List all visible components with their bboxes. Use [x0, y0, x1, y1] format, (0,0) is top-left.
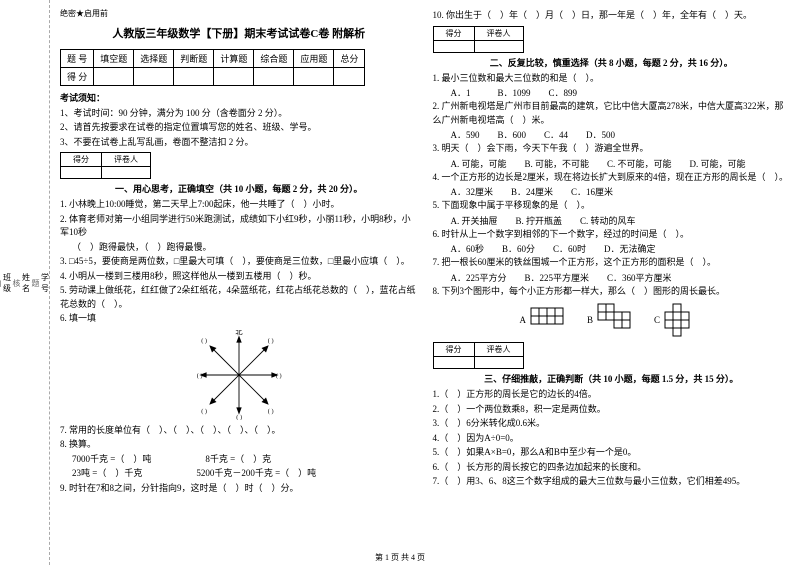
s1q8a: 7000千克 =（ ）吨 8千克 =（ ）克 — [60, 453, 418, 467]
s1q8: 8. 换算。 — [60, 438, 418, 452]
svg-text:( ): ( ) — [201, 407, 207, 414]
sb1-c1: 得分 — [61, 153, 102, 167]
row2-label: 得 分 — [61, 68, 94, 86]
score-table: 题 号 填空题 选择题 判断题 计算题 综合题 应用题 总分 得 分 — [60, 49, 365, 86]
sb1-c2: 评卷人 — [102, 153, 151, 167]
th-6: 应用题 — [294, 50, 334, 68]
s1q5: 5. 劳动课上做纸花，红红做了2朵红纸花，4朵蓝纸花，红花占纸花总数的（ ），蓝… — [60, 284, 418, 311]
scorer-box-1: 得分评卷人 — [60, 152, 151, 179]
s1q10: 10. 你出生于（ ）年（ ）月（ ）日，那一年是（ ）年，全年有（ ）天。 — [433, 9, 791, 23]
sb3-c2: 评卷人 — [474, 343, 523, 357]
svg-text:( ): ( ) — [276, 372, 282, 379]
s2q2: 2. 广州新电视塔是广州市目前最高的建筑，它比中信大厦高278米，中信大厦高32… — [433, 100, 791, 127]
side-field-xuehao: 学号 — [41, 272, 49, 294]
s3q1: 1.（ ）正方形的周长是它的边长的4倍。 — [433, 388, 791, 402]
sb2-c2: 评卷人 — [474, 26, 523, 40]
side-field-name: 姓名 — [22, 272, 30, 294]
notice-1: 1、考试时间：90 分钟，满分为 100 分（含卷面分 2 分）。 — [60, 107, 418, 121]
section1-questions: 1. 小林晚上10:00睡觉，第二天早上7:00起床，他一共睡了（ ）小时。 2… — [60, 198, 418, 326]
section1-title: 一、用心思考，正确填空（共 10 小题，每题 2 分，共 20 分）。 — [60, 182, 418, 195]
sb3-c1: 得分 — [433, 343, 474, 357]
side-mark-0: 题 — [30, 279, 41, 287]
compass-north-label: 北 — [235, 330, 242, 337]
notice-head: 考试须知： — [60, 92, 418, 106]
left-column: 绝密★启用前 人教版三年级数学【下册】期末考试试卷C卷 附解析 题 号 填空题 … — [60, 8, 418, 557]
th-5: 综合题 — [254, 50, 294, 68]
shape-b-icon — [596, 302, 644, 338]
shape-c-label: C — [654, 315, 660, 325]
exam-title: 人教版三年级数学【下册】期末考试试卷C卷 附解析 — [60, 25, 418, 41]
svg-text:( ): ( ) — [236, 414, 242, 420]
scorer-box-2: 得分评卷人 — [433, 26, 524, 53]
notice-3: 3、不要在试卷上乱写乱画，卷面不整洁扣 2 分。 — [60, 136, 418, 150]
secret-label: 绝密★启用前 — [60, 8, 418, 19]
s2q8: 8. 下列3个图形中，每个小正方形都一样大，那么（ ）图形的周长最长。 — [433, 285, 791, 299]
right-column: 10. 你出生于（ ）年（ ）月（ ）日，那一年是（ ）年，全年有（ ）天。 得… — [433, 8, 791, 557]
s3q6: 6.（ ）长方形的周长按它的四条边加起来的长度和。 — [433, 461, 791, 475]
notice-2: 2、请首先按要求在试卷的指定位置填写您的姓名、班级、学号。 — [60, 121, 418, 135]
section3-title: 三、仔细推敲，正确判断（共 10 小题，每题 1.5 分，共 15 分）。 — [433, 372, 791, 385]
shape-a-label: A — [519, 315, 526, 325]
svg-text:( ): ( ) — [268, 337, 274, 344]
s1q3: 3. □45÷5，要使商是两位数，□里最大可填（ ），要使商是三位数，□里最小应… — [60, 255, 418, 269]
shape-a-icon — [529, 306, 577, 334]
side-mark-2: 内 — [0, 279, 3, 287]
sb2-c1: 得分 — [433, 26, 474, 40]
page-footer: 第 1 页 共 4 页 — [375, 552, 425, 563]
s1q6: 6. 填一填 — [60, 312, 418, 326]
th-2: 选择题 — [134, 50, 174, 68]
s1q7: 7. 常用的长度单位有（ ）、（ ）、（ ）、（ ）、（ ）。 — [60, 424, 418, 438]
s3q5: 5.（ ）如果A×B=0，那么A和B中至少有一个是0。 — [433, 446, 791, 460]
section1-questions-2: 7. 常用的长度单位有（ ）、（ ）、（ ）、（ ）、（ ）。 8. 换算。 7… — [60, 424, 418, 496]
s2q4: 4. 一个正方形的边长是2厘米，现在将边长扩大到原来的4倍，现在正方形的周长是（… — [433, 171, 791, 185]
s2q1: 1. 最小三位数和最大三位数的和是（ ）。 — [433, 72, 791, 86]
s1q4: 4. 小明从一楼到三楼用8秒，照这样他从一楼到五楼用（ ）秒。 — [60, 270, 418, 284]
s1q2a: （ ）跑得最快，（ ）跑得最慢。 — [60, 241, 418, 255]
s1q2: 2. 体育老师对第一小组同学进行50米跑测试，成绩如下小红9秒，小丽11秒，小明… — [60, 213, 418, 240]
content-area: 绝密★启用前 人教版三年级数学【下册】期末考试试卷C卷 附解析 题 号 填空题 … — [50, 0, 800, 565]
s2q3: 3. 明天（ ）会下雨，今天下午我（ ）游遍全世界。 — [433, 142, 791, 156]
compass-diagram: 北 ( ) ( ) ( ) ( ) ( ) ( ) ( ) — [194, 330, 284, 420]
s2q7: 7. 把一根长60厘米的铁丝围城一个正方形，这个正方形的面积是（ ）。 — [433, 256, 791, 270]
svg-text:( ): ( ) — [268, 407, 274, 414]
scorer-box-3: 得分评卷人 — [433, 342, 524, 369]
s1q9: 9. 时针在7和8之间，分针指向9，这时是（ ）时（ ）分。 — [60, 482, 418, 496]
page: 学号 题 姓名 核 班级 内 学校 线 封 乡镇(街道) 密 绝密★启用前 人教… — [0, 0, 800, 565]
shape-b-label: B — [587, 315, 593, 325]
side-field-class: 班级 — [3, 272, 11, 294]
th-0: 题 号 — [61, 50, 94, 68]
s3q7: 7.（ ）用3、6、8这三个数字组成的最大三位数与最小三位数，它们相差495。 — [433, 475, 791, 489]
s2q5: 5. 下面现象中属于平移现象的是（ ）。 — [433, 199, 791, 213]
s2q6: 6. 时针从上一个数字到相邻的下一个数字，经过的时间是（ ）。 — [433, 228, 791, 242]
s3q4: 4.（ ）因为A÷0=0。 — [433, 432, 791, 446]
svg-text:( ): ( ) — [196, 372, 202, 379]
s1q8b: 23吨 =（ ）千克 5200千克－200千克 =（ ）吨 — [60, 467, 418, 481]
th-7: 总分 — [334, 50, 365, 68]
side-mark-1: 核 — [11, 279, 22, 287]
s3q2: 2.（ ）一个两位数乘8，积一定是两位数。 — [433, 403, 791, 417]
th-4: 计算题 — [214, 50, 254, 68]
shape-options: A B C — [433, 302, 791, 338]
svg-text:( ): ( ) — [201, 337, 207, 344]
th-1: 填空题 — [94, 50, 134, 68]
notice-block: 考试须知： 1、考试时间：90 分钟，满分为 100 分（含卷面分 2 分）。 … — [60, 92, 418, 149]
s1q1: 1. 小林晚上10:00睡觉，第二天早上7:00起床，他一共睡了（ ）小时。 — [60, 198, 418, 212]
s3q3: 3.（ ）6分米转化成0.6米。 — [433, 417, 791, 431]
shape-c-icon — [663, 302, 703, 338]
binding-sidebar: 学号 题 姓名 核 班级 内 学校 线 封 乡镇(街道) 密 — [0, 0, 50, 565]
th-3: 判断题 — [174, 50, 214, 68]
section3-questions: 1.（ ）正方形的周长是它的边长的4倍。 2.（ ）一个两位数乘8，积一定是两位… — [433, 388, 791, 489]
section2-questions: 1. 最小三位数和最大三位数的和是（ ）。 A．1 B．1099C．899 2.… — [433, 72, 791, 299]
section2-title: 二、反复比较，慎重选择（共 8 小题，每题 2 分，共 16 分）。 — [433, 56, 791, 69]
